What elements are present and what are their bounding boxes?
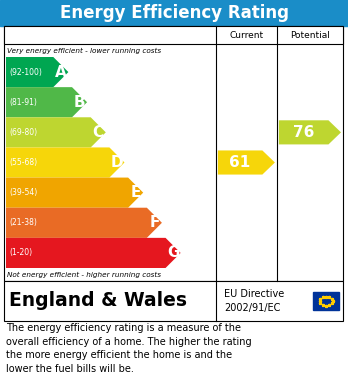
Text: B: B xyxy=(74,95,85,110)
Polygon shape xyxy=(6,178,143,208)
Polygon shape xyxy=(6,87,87,117)
Text: Energy Efficiency Rating: Energy Efficiency Rating xyxy=(60,4,288,22)
Text: (21-38): (21-38) xyxy=(9,218,37,227)
Bar xyxy=(4,281,343,321)
Text: Current: Current xyxy=(229,30,263,39)
Text: (69-80): (69-80) xyxy=(9,128,37,137)
Text: G: G xyxy=(167,246,179,260)
Text: E: E xyxy=(130,185,141,200)
Text: C: C xyxy=(93,125,104,140)
Text: EU Directive
2002/91/EC: EU Directive 2002/91/EC xyxy=(224,289,284,312)
Text: (39-54): (39-54) xyxy=(9,188,37,197)
Bar xyxy=(4,26,343,281)
Text: Very energy efficient - lower running costs: Very energy efficient - lower running co… xyxy=(7,47,161,54)
Text: D: D xyxy=(111,155,123,170)
Bar xyxy=(4,26,343,44)
Text: (92-100): (92-100) xyxy=(9,68,42,77)
Text: England & Wales: England & Wales xyxy=(9,292,187,310)
Polygon shape xyxy=(6,57,68,87)
Polygon shape xyxy=(6,147,125,178)
Text: (81-91): (81-91) xyxy=(9,98,37,107)
Text: Potential: Potential xyxy=(290,30,330,39)
Text: Not energy efficient - higher running costs: Not energy efficient - higher running co… xyxy=(7,271,161,278)
Polygon shape xyxy=(218,151,275,174)
Polygon shape xyxy=(6,238,181,268)
Polygon shape xyxy=(279,120,341,144)
Text: (55-68): (55-68) xyxy=(9,158,37,167)
Polygon shape xyxy=(6,208,162,238)
Text: A: A xyxy=(55,65,67,80)
Bar xyxy=(313,292,339,310)
Text: (1-20): (1-20) xyxy=(9,248,32,257)
Text: 61: 61 xyxy=(229,155,251,170)
Text: 76: 76 xyxy=(293,125,314,140)
Polygon shape xyxy=(6,117,106,147)
Text: F: F xyxy=(149,215,160,230)
Bar xyxy=(0,0,348,26)
Text: The energy efficiency rating is a measure of the
overall efficiency of a home. T: The energy efficiency rating is a measur… xyxy=(6,323,252,374)
